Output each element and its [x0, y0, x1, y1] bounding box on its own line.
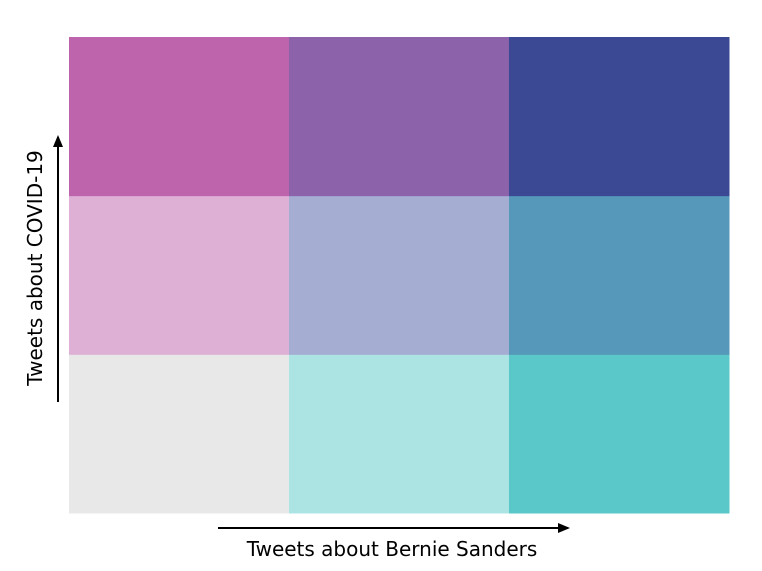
legend-cells [69, 37, 730, 514]
legend-cell-r2-c2 [509, 37, 730, 197]
legend-cell-r0-c2 [509, 354, 730, 514]
legend-cell-r1-c0 [69, 195, 290, 355]
legend-cell-r1-c2 [509, 195, 730, 355]
legend-cell-r1-c1 [289, 195, 510, 355]
legend-cell-r0-c1 [289, 354, 510, 514]
legend-cell-r2-c1 [289, 37, 510, 197]
legend-cell-r2-c0 [69, 37, 290, 197]
legend-cell-r0-c0 [69, 354, 290, 514]
x-axis-label: Tweets about Bernie Sanders [246, 537, 538, 561]
y-axis-label: Tweets about COVID-19 [23, 150, 47, 387]
